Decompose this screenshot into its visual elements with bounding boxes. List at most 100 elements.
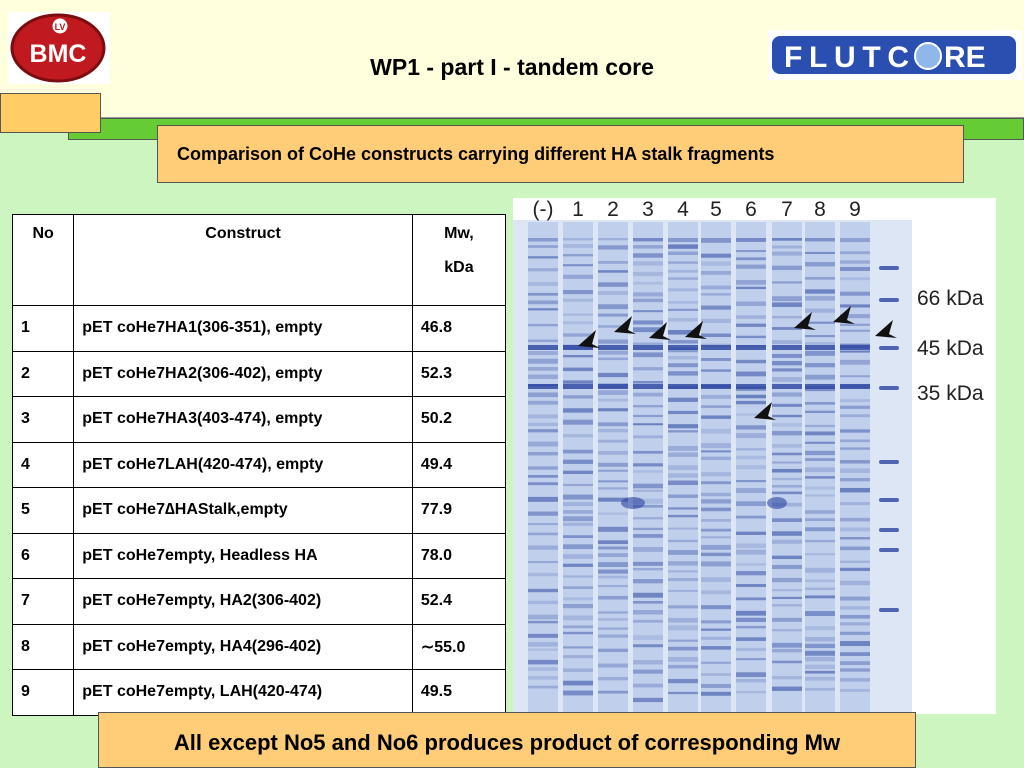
lane-label: 7	[781, 198, 793, 221]
gel-band	[772, 238, 802, 241]
gel-band	[736, 488, 766, 494]
logo-text: RE	[944, 41, 986, 74]
gel-band	[772, 403, 802, 407]
gel-band	[598, 663, 628, 668]
gel-band	[528, 659, 558, 665]
gel-band	[598, 408, 628, 412]
gel-band	[633, 660, 663, 665]
gel-band	[840, 661, 870, 665]
gel-band	[805, 276, 835, 280]
gel-band	[772, 265, 802, 271]
gel-band	[563, 384, 593, 389]
gel-band	[668, 356, 698, 360]
arrowhead	[614, 316, 636, 334]
gel-band	[840, 375, 870, 378]
gel-band	[633, 517, 663, 520]
table-row: 1 pET coHe7HA1(306-351), empty 46.8	[11, 305, 507, 352]
gel-band	[598, 469, 628, 472]
gel-band	[701, 443, 731, 449]
gel-band	[772, 414, 802, 418]
gel-band	[805, 289, 835, 294]
header-text: kDa	[444, 259, 474, 276]
gel-band	[668, 514, 698, 518]
gel-band	[805, 579, 835, 583]
gel-band	[528, 392, 558, 398]
table-row: 3 pET coHe7HA3(403-474), empty 50.2	[11, 396, 507, 443]
gel-band	[701, 499, 731, 504]
gel-band	[563, 646, 593, 649]
gel-band	[840, 251, 870, 255]
gel-band	[736, 413, 766, 416]
gel-band	[668, 397, 698, 402]
gel-band	[772, 648, 802, 653]
gel-band	[840, 631, 870, 635]
gel-band	[840, 345, 870, 350]
gel-band	[736, 264, 766, 269]
gel-band	[772, 461, 802, 464]
gel-band	[701, 636, 731, 640]
gel-band	[805, 539, 835, 543]
gel-band	[772, 596, 802, 600]
gel-band	[668, 473, 698, 478]
gel-band	[668, 617, 698, 623]
gel-band	[736, 647, 766, 652]
gel-band	[528, 648, 558, 651]
gel-band	[805, 510, 835, 514]
gel-band	[633, 610, 663, 615]
gel-band	[528, 620, 558, 624]
gel-band	[668, 238, 698, 243]
gel-band	[701, 253, 731, 258]
gel-band	[701, 481, 731, 485]
gel-band	[528, 429, 558, 433]
gel-band	[701, 261, 731, 266]
gel-band	[736, 625, 766, 629]
gel-band	[701, 552, 731, 557]
gel-band	[598, 372, 628, 378]
gel-band	[668, 261, 698, 264]
gel-band	[598, 462, 628, 467]
gel-band	[736, 315, 766, 319]
gel-band	[840, 678, 870, 682]
gel-band	[772, 327, 802, 330]
gel-band	[668, 424, 698, 429]
gel-band	[633, 561, 663, 566]
gel-band	[528, 308, 558, 311]
gel-band	[563, 554, 593, 559]
gel-band	[772, 555, 802, 560]
gel-band	[633, 253, 663, 258]
gel-band	[598, 384, 628, 389]
gel-band	[772, 443, 802, 448]
gel-band	[598, 450, 628, 455]
gel-band	[668, 445, 698, 451]
gel-band	[840, 560, 870, 564]
gel-band	[805, 410, 835, 413]
gel-band	[840, 596, 870, 601]
gel-band	[840, 652, 870, 656]
gel-band	[772, 452, 802, 456]
table-cell: 77.9	[411, 487, 507, 534]
table-row: 7 pET coHe7empty, HA2(306-402) 52.4	[11, 578, 507, 625]
gel-band	[563, 516, 593, 522]
gel-band	[805, 251, 835, 254]
gel-band	[701, 428, 731, 434]
gel-band	[840, 502, 870, 506]
lane-label: 8	[814, 198, 826, 221]
marker-panel	[912, 198, 996, 714]
gel-band	[772, 604, 802, 607]
gel-band	[633, 381, 663, 384]
gel-band	[668, 330, 698, 335]
gel-band	[668, 539, 698, 543]
gel-band	[633, 527, 663, 531]
logo-globe	[914, 42, 942, 70]
gel-spot	[621, 497, 645, 509]
gel-band	[563, 419, 593, 425]
table-cell: ∼55.0	[411, 623, 507, 670]
table-cell: pET coHe7HA1(306-351), empty	[73, 305, 413, 352]
gel-band	[805, 553, 835, 556]
gel-band	[668, 345, 698, 350]
gel-band	[772, 251, 802, 256]
gel-band	[528, 475, 558, 478]
gel-band	[528, 642, 558, 647]
gel-band	[772, 423, 802, 427]
table-cell: pET coHe7LAH(420-474), empty	[73, 441, 413, 488]
